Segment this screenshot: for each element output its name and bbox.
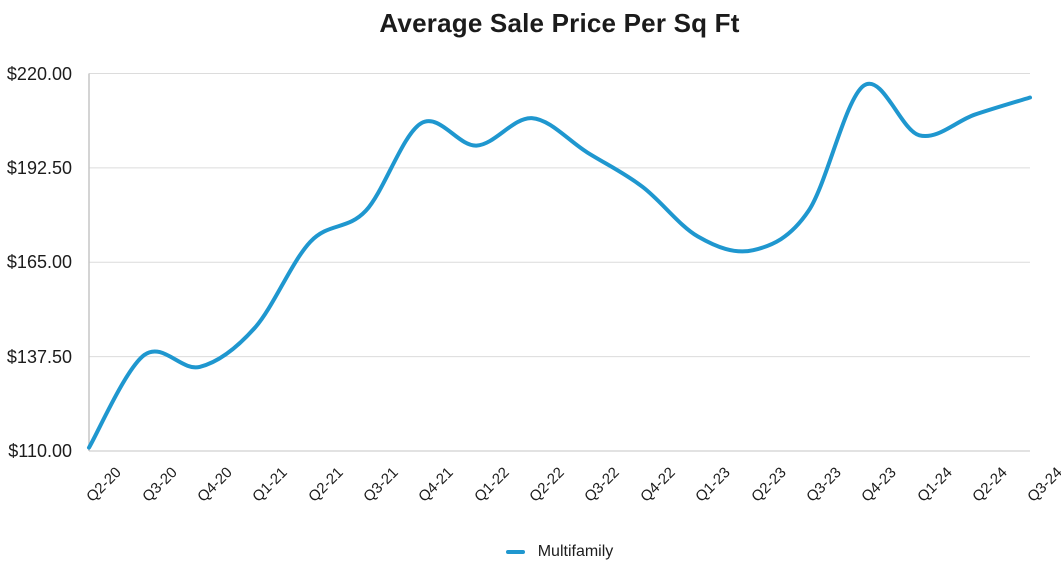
- legend-series-label: Multifamily: [537, 543, 614, 560]
- chart-title: Average Sale Price Per Sq Ft: [379, 8, 740, 38]
- y-tick-label-220: $220.00: [6, 63, 72, 84]
- y-tick-label-192.5: $192.50: [6, 157, 72, 178]
- legend: Multifamily: [89, 543, 1030, 561]
- y-tick-label-137.5: $137.50: [6, 346, 72, 367]
- legend-line-swatch: [505, 550, 525, 554]
- y-tick-label-165: $165.00: [6, 252, 72, 273]
- series-line-multifamily: [87, 81, 1032, 450]
- y-tick-label-110: $110.00: [8, 441, 72, 461]
